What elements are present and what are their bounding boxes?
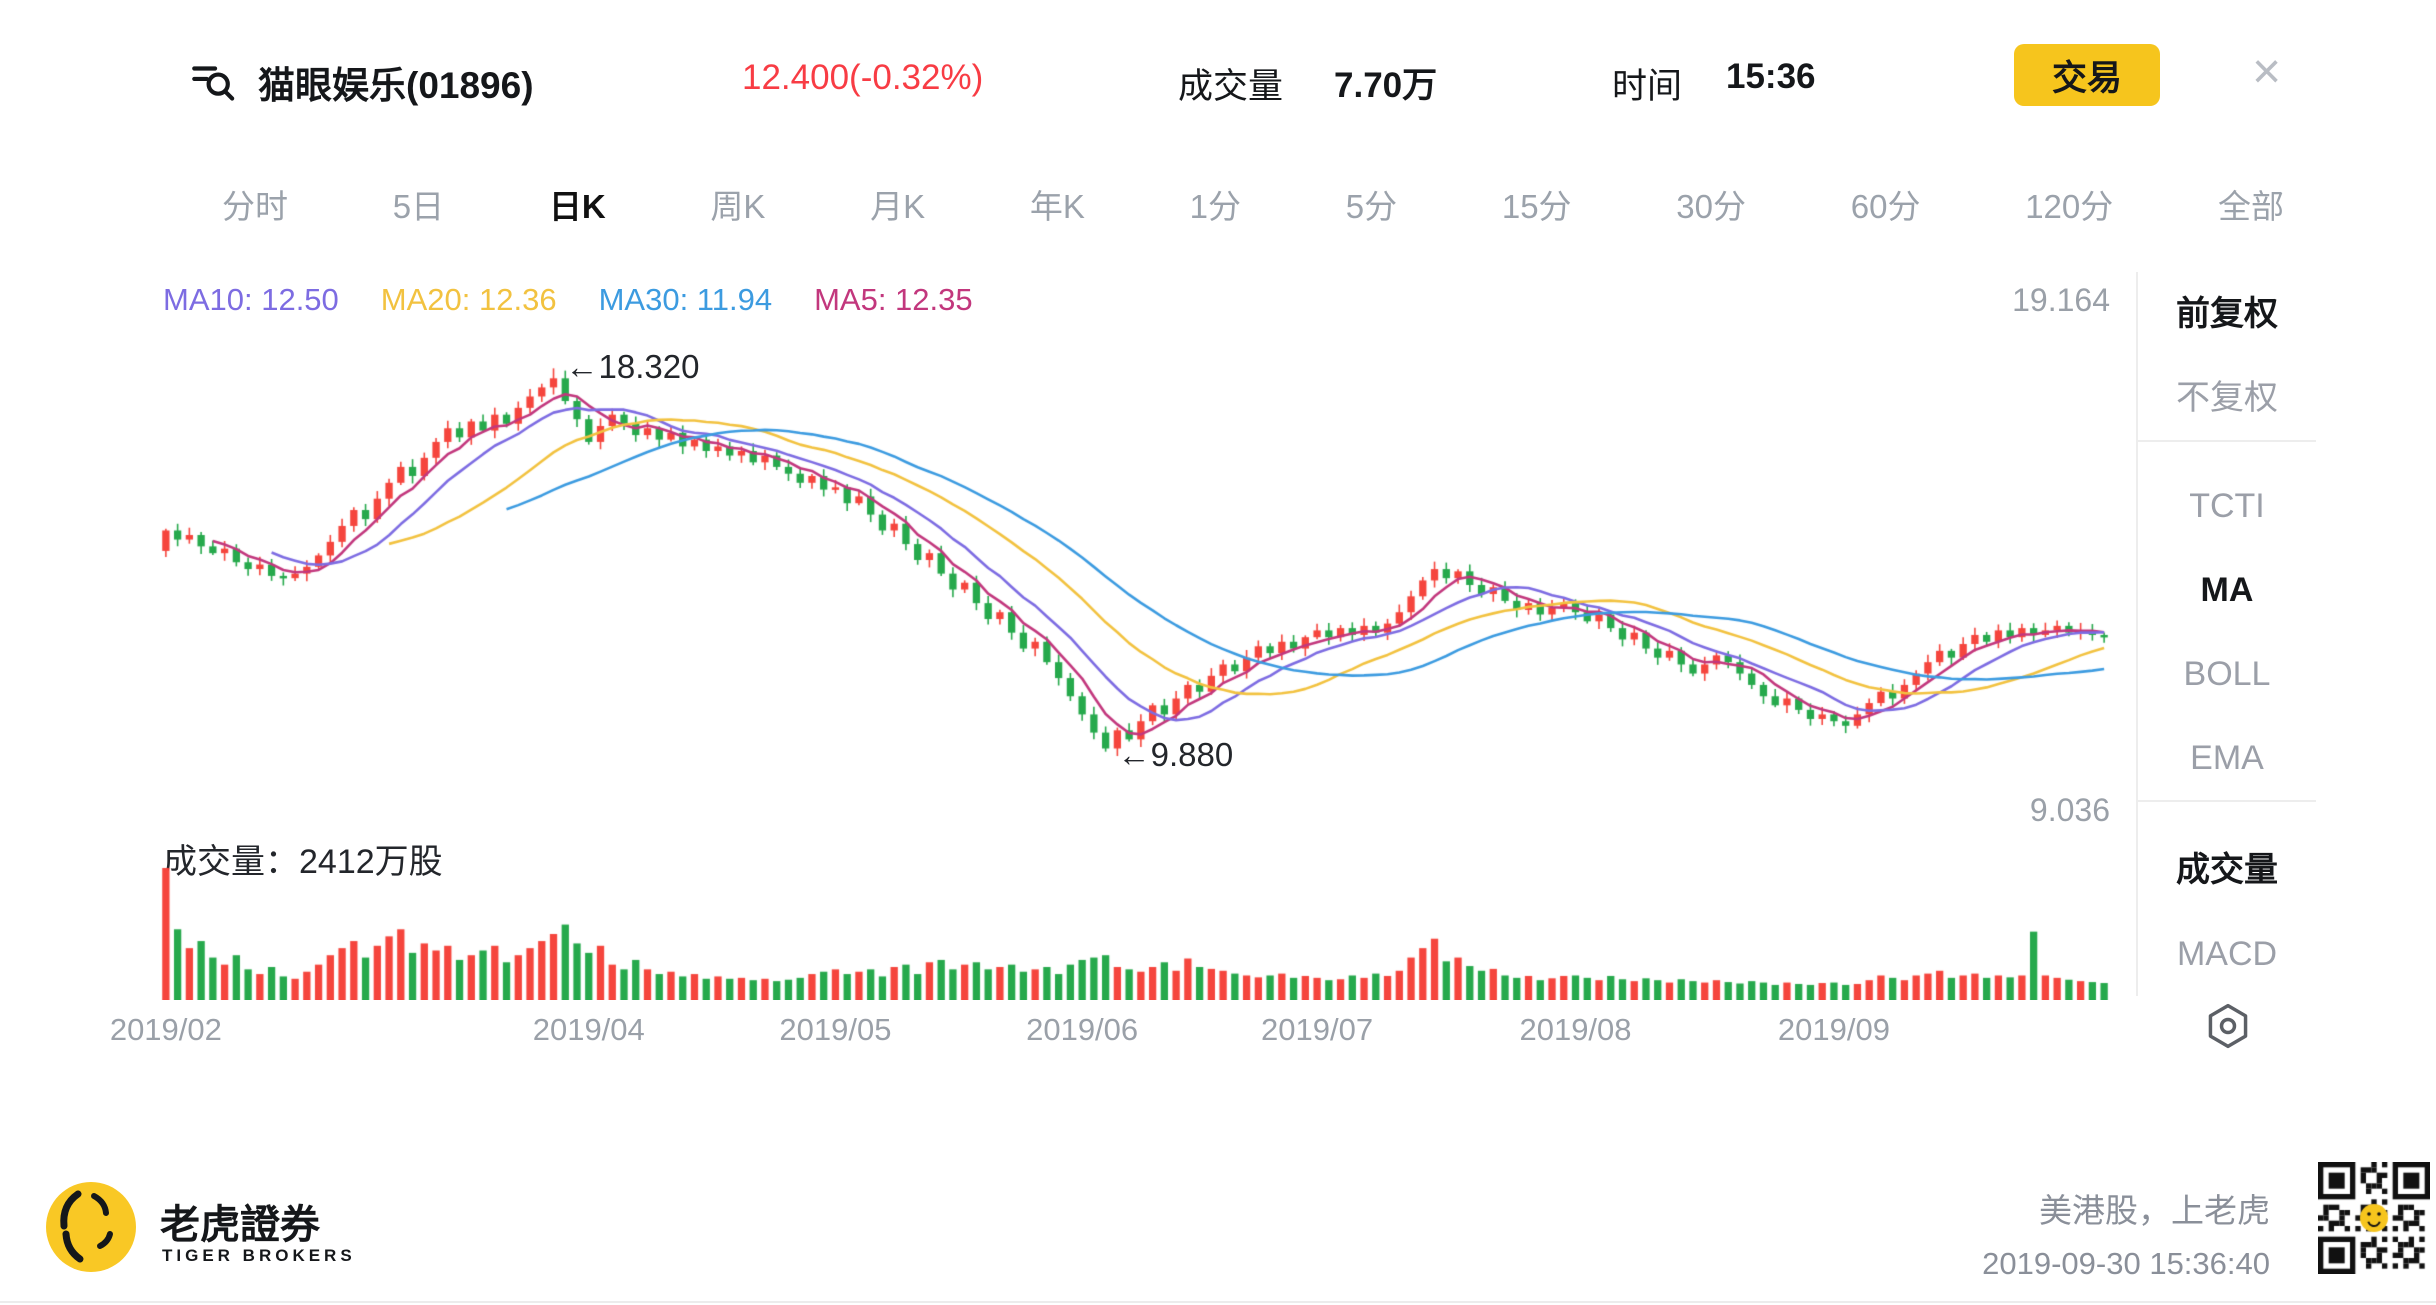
tab-15-min[interactable]: 15分 bbox=[1501, 188, 1572, 225]
sidebar-item-ma[interactable]: MA bbox=[2200, 571, 2254, 609]
settings-gear-icon[interactable] bbox=[2202, 1000, 2254, 1052]
y-axis-high-label: 19.164 bbox=[2012, 282, 2110, 318]
x-tick-2019-08: 2019/08 bbox=[1519, 1012, 1632, 1047]
stock-search-icon[interactable] bbox=[188, 56, 238, 106]
x-tick-2019-05: 2019/05 bbox=[779, 1012, 892, 1047]
sidebar-item-no-adjust[interactable]: 不复权 bbox=[2176, 379, 2278, 417]
tab-all[interactable]: 全部 bbox=[2218, 188, 2284, 225]
bottom-divider bbox=[0, 1301, 2436, 1303]
ma30-legend: MA30: 11.94 bbox=[598, 282, 773, 317]
period-tab-bar: 分时 5日 日K 周K 月K 年K 1分 5分 15分 30分 60分 120分 全部 bbox=[222, 180, 2284, 228]
sidebar-item-forward-adjusted[interactable]: 前复权 bbox=[2176, 295, 2278, 333]
ma-legend: MA10: 12.50 MA20: 12.36 MA30: 11.94 MA5: 12… bbox=[163, 282, 973, 318]
y-axis-low-label: 9.036 bbox=[2029, 792, 2110, 828]
trough-annotation: ←9.880 bbox=[1117, 735, 1234, 773]
stock-price-change: 12.400(-0.32%) bbox=[742, 58, 984, 97]
tab-5-min[interactable]: 5分 bbox=[1345, 188, 1398, 225]
time-value: 15:36 bbox=[1726, 57, 1816, 96]
brand-name-en: TIGER BROKERS bbox=[162, 1246, 356, 1265]
tab-5-day[interactable]: 5日 bbox=[392, 188, 445, 225]
x-tick-2019-02: 2019/02 bbox=[109, 1012, 222, 1047]
slogan-text: 美港股，上老虎 bbox=[2039, 1192, 2270, 1229]
search-icon bbox=[192, 66, 235, 101]
x-tick-2019-06: 2019/06 bbox=[1026, 1012, 1139, 1047]
close-icon[interactable]: × bbox=[2252, 43, 2282, 99]
x-tick-2019-04: 2019/04 bbox=[532, 1012, 645, 1047]
tab-monthly-k[interactable]: 月K bbox=[870, 188, 926, 225]
sidebar-item-boll[interactable]: BOLL bbox=[2183, 655, 2271, 693]
tab-120-min[interactable]: 120分 bbox=[2025, 188, 2114, 225]
snapshot-timestamp: 2019-09-30 15:36:40 bbox=[1982, 1246, 2270, 1281]
ma20-legend: MA20: 12.36 bbox=[380, 282, 557, 317]
tab-weekly-k[interactable]: 周K bbox=[710, 188, 766, 225]
sidebar-item-macd[interactable]: MACD bbox=[2176, 935, 2278, 973]
tab-daily-k[interactable]: 日K bbox=[548, 188, 606, 225]
turnover-label: 成交量 bbox=[1178, 67, 1284, 106]
sidebar-item-volume-indicator[interactable]: 成交量 bbox=[2176, 851, 2278, 889]
tab-30-min[interactable]: 30分 bbox=[1676, 188, 1747, 225]
tiger-brokers-logo bbox=[44, 1180, 138, 1274]
trade-button[interactable]: 交易 bbox=[2014, 44, 2160, 106]
volume-chart[interactable] bbox=[160, 864, 2110, 1000]
stock-title: 猫眼娱乐(01896) bbox=[258, 65, 534, 106]
ma10-legend: MA10: 12.50 bbox=[163, 282, 339, 317]
footer-right: 美港股，上老虎 2019-09-30 15:36:40 bbox=[1982, 1184, 2270, 1282]
sidebar-item-ema[interactable]: EMA bbox=[2190, 739, 2264, 777]
x-axis: 2019/02 2019/04 2019/05 2019/06 2019/07 2019/… bbox=[110, 1012, 2110, 1054]
x-tick-2019-09: 2019/09 bbox=[1777, 1012, 1890, 1047]
sidebar-group-2: TCTI MA BOLL EMA bbox=[2138, 440, 2316, 800]
candlestick-chart[interactable] bbox=[160, 330, 2110, 790]
x-tick-2019-07: 2019/07 bbox=[1261, 1012, 1374, 1047]
qr-code bbox=[2318, 1162, 2430, 1274]
sidebar-group-1: 前复权 不复权 bbox=[2138, 272, 2316, 440]
indicator-sidebar: 前复权不复权 TCTI MA BOLL EMA 成交量 MACD bbox=[2136, 272, 2316, 996]
ma5-legend: MA5: 12.35 bbox=[814, 282, 973, 317]
tab-timeline[interactable]: 分时 bbox=[222, 188, 288, 225]
tab-yearly-k[interactable]: 年K bbox=[1029, 188, 1085, 225]
tab-60-min[interactable]: 60分 bbox=[1850, 188, 1921, 225]
tab-1-min[interactable]: 1分 bbox=[1189, 188, 1242, 225]
brand-name-cn: 老虎證券 bbox=[160, 1203, 320, 1247]
time-label: 时间 bbox=[1612, 67, 1683, 106]
peak-annotation: ←18.320 bbox=[565, 348, 700, 386]
turnover-value: 7.70万 bbox=[1334, 66, 1438, 105]
sidebar-item-tcti[interactable]: TCTI bbox=[2189, 487, 2265, 525]
sidebar-group-3: 成交量 MACD bbox=[2138, 800, 2316, 996]
